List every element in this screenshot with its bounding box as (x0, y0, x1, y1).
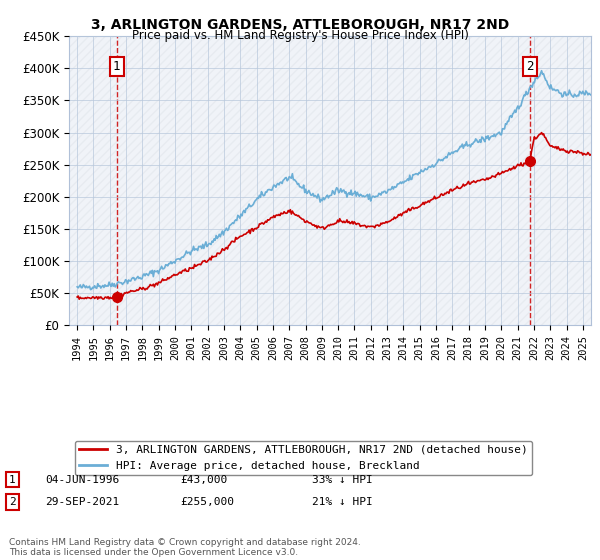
Text: £43,000: £43,000 (180, 475, 227, 485)
Text: Price paid vs. HM Land Registry's House Price Index (HPI): Price paid vs. HM Land Registry's House … (131, 29, 469, 42)
Legend: 3, ARLINGTON GARDENS, ATTLEBOROUGH, NR17 2ND (detached house), HPI: Average pric: 3, ARLINGTON GARDENS, ATTLEBOROUGH, NR17… (74, 441, 532, 475)
Text: 3, ARLINGTON GARDENS, ATTLEBOROUGH, NR17 2ND: 3, ARLINGTON GARDENS, ATTLEBOROUGH, NR17… (91, 18, 509, 32)
Text: 21% ↓ HPI: 21% ↓ HPI (312, 497, 373, 507)
Text: £255,000: £255,000 (180, 497, 234, 507)
Text: 2: 2 (526, 60, 533, 73)
Text: 29-SEP-2021: 29-SEP-2021 (45, 497, 119, 507)
Text: 2: 2 (9, 497, 16, 507)
Text: 33% ↓ HPI: 33% ↓ HPI (312, 475, 373, 485)
Text: 1: 1 (9, 475, 16, 485)
Text: 1: 1 (113, 60, 121, 73)
Text: 04-JUN-1996: 04-JUN-1996 (45, 475, 119, 485)
Text: Contains HM Land Registry data © Crown copyright and database right 2024.
This d: Contains HM Land Registry data © Crown c… (9, 538, 361, 557)
